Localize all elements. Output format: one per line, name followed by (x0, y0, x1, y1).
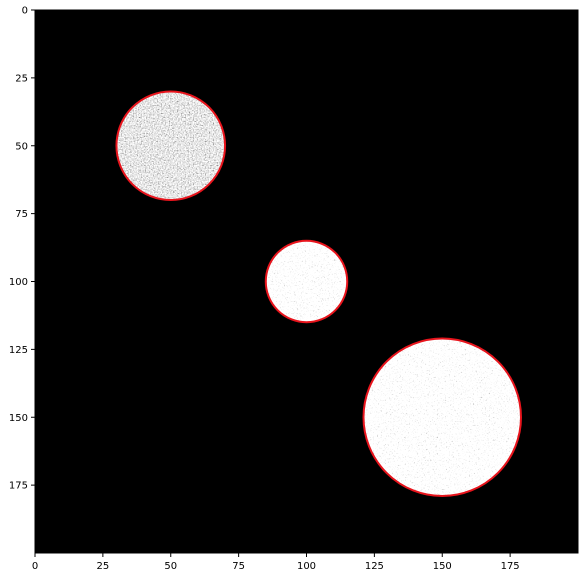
x-tick-label: 50 (164, 561, 177, 572)
x-axis: 0 25 50 75 100 125 150 175 (32, 553, 520, 572)
y-tick-label: 150 (9, 413, 28, 424)
circles-layer (115, 90, 522, 497)
x-tick-label: 75 (232, 561, 245, 572)
y-tick-label: 25 (15, 73, 28, 84)
circle-3 (362, 337, 522, 497)
circle-outline (362, 337, 522, 497)
x-tick-label: 125 (365, 561, 384, 572)
y-tick-label: 125 (9, 345, 28, 356)
circle-texture (116, 91, 226, 201)
circle-2 (264, 239, 349, 324)
circle-texture (265, 240, 348, 323)
x-tick-label: 150 (433, 561, 452, 572)
x-tick-label: 0 (32, 561, 38, 572)
y-tick-label: 100 (9, 277, 28, 288)
y-axis: 0 25 50 75 100 125 150 175 (9, 6, 35, 492)
y-tick-label: 175 (9, 481, 28, 492)
circle-outline (264, 239, 349, 324)
x-tick-label: 175 (501, 561, 520, 572)
y-tick-label: 50 (15, 141, 28, 152)
x-tick-label: 25 (97, 561, 110, 572)
y-tick-label: 0 (22, 6, 28, 17)
x-tick-label: 100 (297, 561, 316, 572)
circle-1 (115, 90, 227, 202)
circle-texture (363, 338, 521, 496)
y-tick-label: 75 (15, 209, 28, 220)
circle-outline (115, 90, 227, 202)
